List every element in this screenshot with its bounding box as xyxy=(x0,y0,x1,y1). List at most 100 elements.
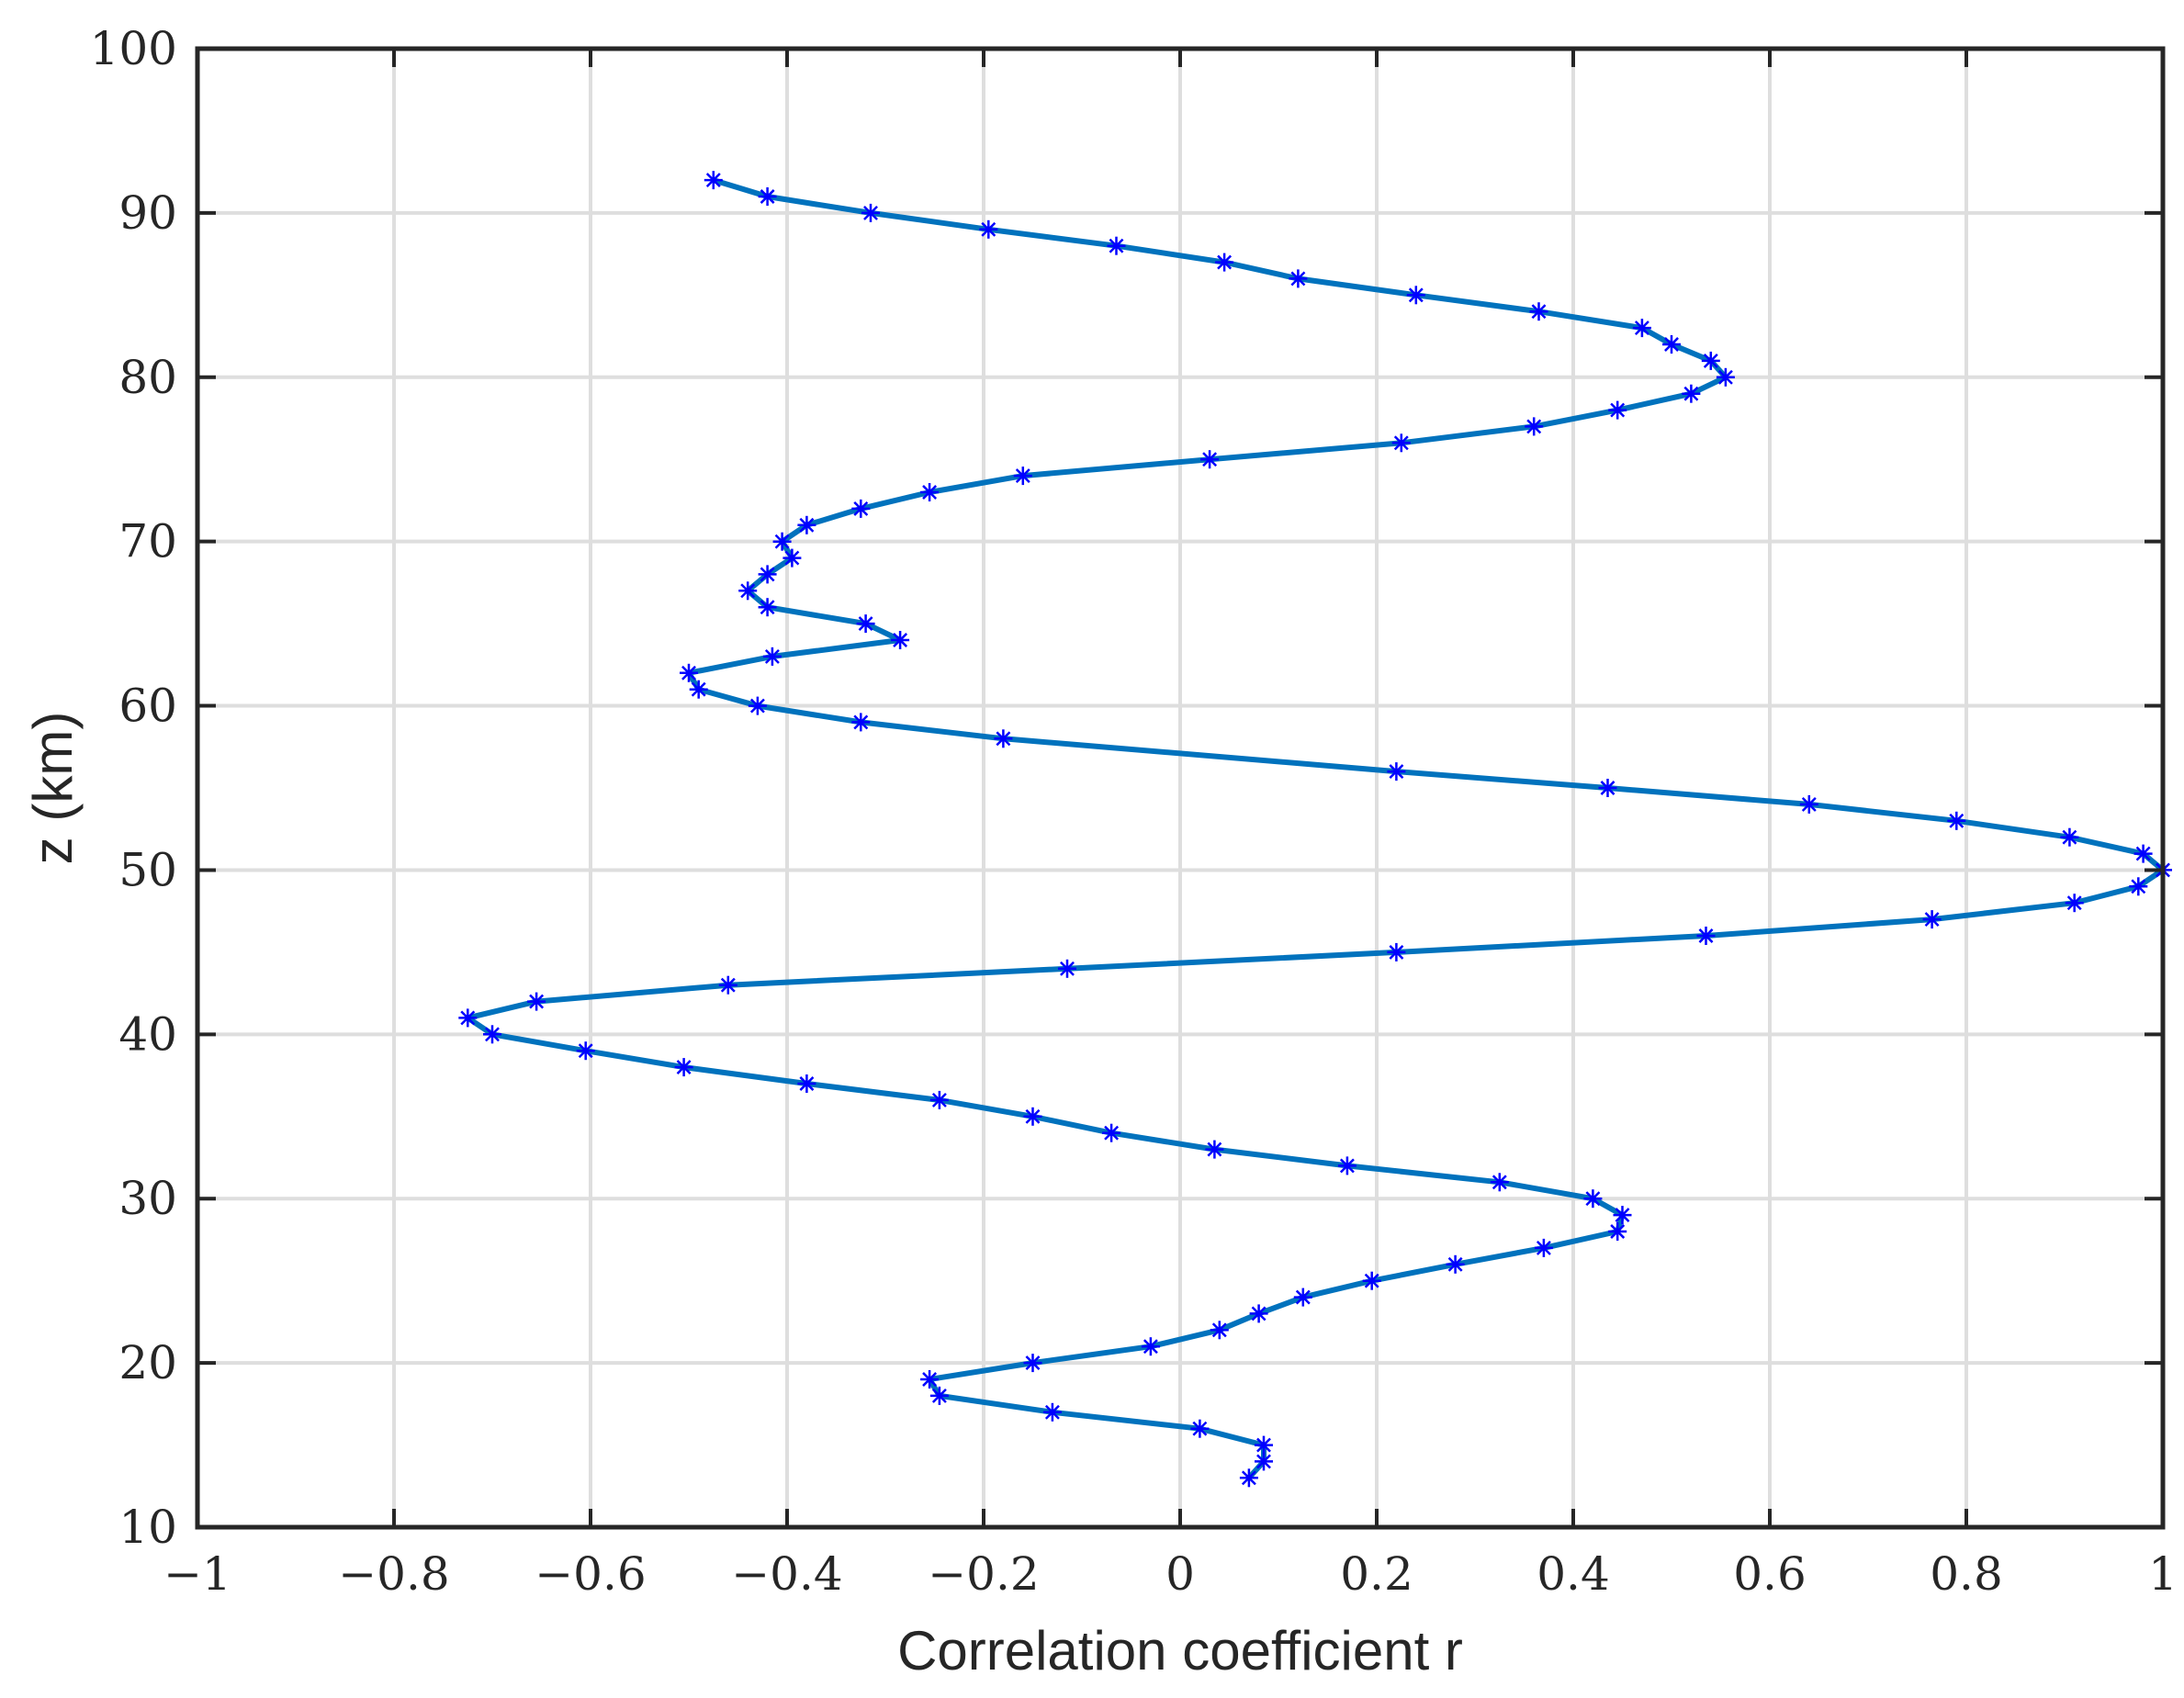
data-point-marker xyxy=(994,729,1013,748)
y-axis-label: z (km) xyxy=(22,712,84,865)
data-point-marker xyxy=(1058,959,1076,978)
data-point-marker xyxy=(920,483,940,501)
y-tick-label: 100 xyxy=(90,22,177,75)
data-point-marker xyxy=(891,631,910,649)
data-point-marker xyxy=(1141,1337,1160,1356)
data-point-marker xyxy=(758,598,777,617)
data-point-marker xyxy=(1662,335,1681,354)
x-axis-ticks: −1 −0.8 −0.6 −0.4 −0.2 0 0.2 0.4 0.6 0.8 1 xyxy=(163,49,2178,1601)
data-point-marker xyxy=(762,647,782,666)
x-tick-label: 0 xyxy=(1165,1547,1195,1601)
data-point-marker xyxy=(527,992,546,1011)
data-point-marker xyxy=(772,532,792,551)
data-point-marker xyxy=(576,1041,595,1061)
data-point-marker xyxy=(1525,417,1544,436)
data-series xyxy=(458,171,2172,1488)
data-point-marker xyxy=(1598,779,1617,797)
data-point-marker xyxy=(851,713,871,732)
data-point-marker xyxy=(758,187,777,206)
data-point-marker xyxy=(738,581,758,601)
y-axis-ticks: 10 20 30 40 50 60 70 80 90 100 xyxy=(90,22,2163,1554)
x-tick-label: 1 xyxy=(2148,1547,2178,1601)
data-point-marker xyxy=(1534,1238,1553,1257)
data-point-marker xyxy=(1210,1321,1229,1340)
data-point-marker xyxy=(1107,236,1126,255)
y-tick-label: 30 xyxy=(118,1172,177,1225)
data-point-marker xyxy=(2065,894,2084,913)
data-point-marker xyxy=(1255,1452,1273,1471)
data-point-marker xyxy=(1023,1107,1042,1126)
y-tick-label: 70 xyxy=(118,515,177,568)
data-point-marker xyxy=(680,663,698,682)
data-point-marker xyxy=(1583,1189,1603,1209)
data-point-marker xyxy=(856,614,875,634)
data-point-marker xyxy=(748,696,767,715)
data-point-marker xyxy=(1255,1435,1273,1455)
x-tick-label: −0.2 xyxy=(928,1547,1039,1601)
x-tick-label: 0.6 xyxy=(1733,1547,1807,1601)
x-tick-label: 0.2 xyxy=(1340,1547,1413,1601)
data-point-marker xyxy=(1205,1140,1224,1159)
x-tick-label: −0.8 xyxy=(338,1547,449,1601)
data-point-marker xyxy=(782,548,802,568)
data-point-marker xyxy=(674,1058,693,1077)
data-point-marker xyxy=(2133,844,2153,863)
data-point-marker xyxy=(861,203,880,222)
data-point-marker xyxy=(483,1025,501,1044)
x-tick-label: −0.6 xyxy=(535,1547,646,1601)
data-point-marker xyxy=(1387,762,1406,782)
data-point-marker xyxy=(1608,1222,1627,1241)
x-tick-label: −0.4 xyxy=(731,1547,842,1601)
y-tick-label: 20 xyxy=(118,1336,177,1389)
data-point-marker xyxy=(797,515,816,534)
data-point-marker xyxy=(1215,253,1234,272)
data-point-marker xyxy=(758,565,777,584)
data-point-marker xyxy=(1696,927,1716,945)
data-point-marker xyxy=(1406,286,1425,305)
data-point-marker xyxy=(1293,1288,1312,1307)
x-tick-label: −1 xyxy=(163,1547,231,1601)
data-point-marker xyxy=(1102,1123,1121,1142)
data-point-marker xyxy=(1799,794,1818,814)
data-point-marker xyxy=(1387,942,1406,961)
data-point-marker xyxy=(797,1074,816,1093)
data-point-marker xyxy=(1682,384,1701,403)
data-point-marker xyxy=(1190,1419,1210,1438)
data-point-marker xyxy=(689,680,708,699)
data-point-marker xyxy=(1529,302,1548,321)
y-tick-label: 60 xyxy=(118,680,177,733)
data-point-marker xyxy=(1200,450,1220,469)
data-point-marker xyxy=(929,1386,949,1405)
data-point-marker xyxy=(1922,910,1942,929)
data-point-marker xyxy=(1490,1173,1509,1192)
data-point-marker xyxy=(1239,1468,1258,1488)
data-point-marker xyxy=(851,499,871,518)
data-point-marker xyxy=(1289,269,1308,288)
data-point-marker xyxy=(1716,367,1735,387)
x-axis-label: Correlation coefficient r xyxy=(897,1620,1463,1681)
y-tick-label: 50 xyxy=(118,843,177,896)
data-point-marker xyxy=(2060,827,2079,847)
y-tick-label: 10 xyxy=(118,1501,177,1554)
data-point-marker xyxy=(718,975,737,995)
data-point-marker xyxy=(1613,1206,1632,1225)
x-tick-label: 0.8 xyxy=(1930,1547,2003,1601)
data-point-marker xyxy=(1701,351,1720,370)
data-point-marker xyxy=(1446,1254,1465,1274)
data-point-marker xyxy=(1023,1354,1042,1373)
y-tick-label: 90 xyxy=(118,186,177,240)
data-point-marker xyxy=(1042,1402,1062,1422)
data-point-marker xyxy=(1632,319,1651,338)
data-point-marker xyxy=(1362,1271,1381,1290)
y-tick-label: 80 xyxy=(118,351,177,404)
x-tick-label: 0.4 xyxy=(1537,1547,1610,1601)
data-point-marker xyxy=(979,219,998,239)
data-point-marker xyxy=(1391,433,1411,453)
data-point-marker xyxy=(2129,877,2148,896)
data-point-marker xyxy=(920,1370,940,1389)
data-point-marker xyxy=(1013,467,1032,486)
data-point-marker xyxy=(1608,400,1627,420)
y-tick-label: 40 xyxy=(118,1007,177,1061)
data-point-marker xyxy=(1249,1304,1268,1323)
